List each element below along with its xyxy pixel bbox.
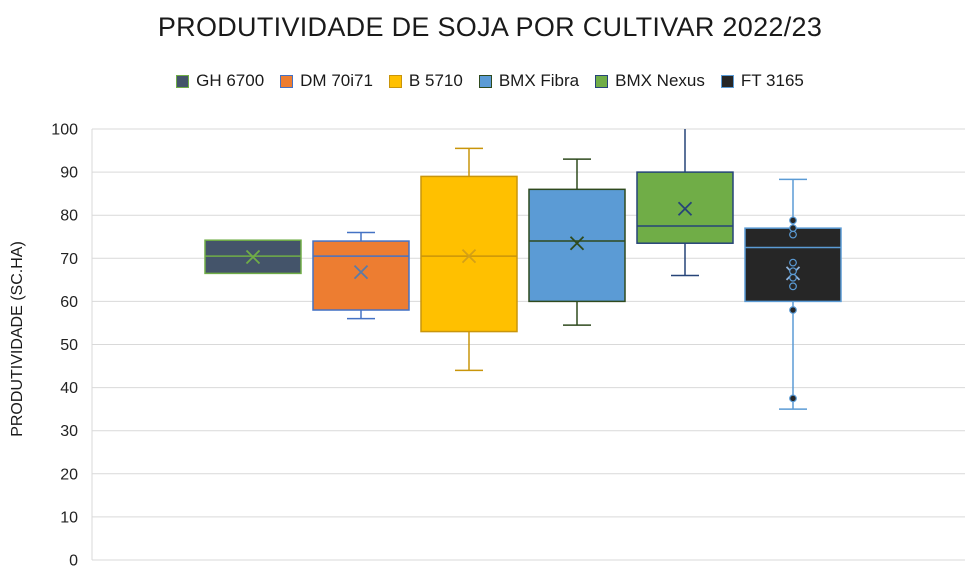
mean-marker [677,201,693,216]
mean-marker [353,264,369,280]
y-tick-label: 100 [51,122,78,139]
box-ft-3165 [744,178,842,410]
legend-swatch [176,74,190,88]
legend-swatch [720,74,734,88]
legend-label: DM 70i71 [300,71,373,90]
legend-label: B 5710 [408,71,463,90]
mean-marker [569,236,585,251]
y-tick-label: 10 [60,509,78,526]
box-b-5710 [420,147,518,372]
outlier-point [789,216,797,225]
y-tick-label: 90 [60,165,78,182]
legend-item-gh-6700: GH 6700 [176,71,264,91]
outlier-point [789,230,797,239]
legend-label: GH 6700 [196,71,265,90]
legend-swatch [595,74,609,88]
legend-item-b-5710: B 5710 [388,71,463,91]
outlier-point [789,273,797,282]
legend-label: BMX Nexus [615,71,705,90]
legend-item-bmx-nexus: BMX Nexus [595,71,705,91]
mean-marker [461,249,477,264]
y-tick-label: 0 [69,553,78,570]
legend-label: BMX Fibra [498,71,580,90]
y-tick-label: 60 [60,294,78,311]
y-tick-label: 40 [60,380,78,397]
y-tick-label: 30 [60,423,78,440]
legend-swatch [388,74,402,88]
legend-label: FT 3165 [740,71,804,90]
legend-item-ft-3165: FT 3165 [720,71,804,91]
legend: GH 6700 DM 70i71 B 5710 BMX Fibra BMX Ne… [0,71,980,91]
y-tick-label: 20 [60,466,78,483]
box-dm-70i71 [312,231,410,320]
outlier-point [789,394,797,403]
box-body [528,188,626,303]
legend-item-dm-70i71: DM 70i71 [280,71,373,91]
box-bmx-fibra [528,158,626,326]
outlier-point [789,258,797,267]
box-bmx-nexus [636,129,734,277]
y-tick-label: 50 [60,337,78,354]
y-tick-label: 70 [60,251,78,268]
box-gh-6700 [204,239,302,275]
box-body [312,240,410,311]
outlier-point [789,224,797,233]
mean-marker [245,249,261,265]
outlier-point [789,282,797,291]
outlier-point [789,306,797,314]
legend-swatch [280,74,294,88]
y-tick-label: 80 [60,208,78,225]
chart-title: PRODUTIVIDADE DE SOJA POR CULTIVAR 2022/… [157,12,823,42]
legend-item-bmx-fibra: BMX Fibra [478,71,580,91]
box-body [420,175,518,333]
outlier-point [789,267,797,276]
legend-swatch [478,74,492,88]
